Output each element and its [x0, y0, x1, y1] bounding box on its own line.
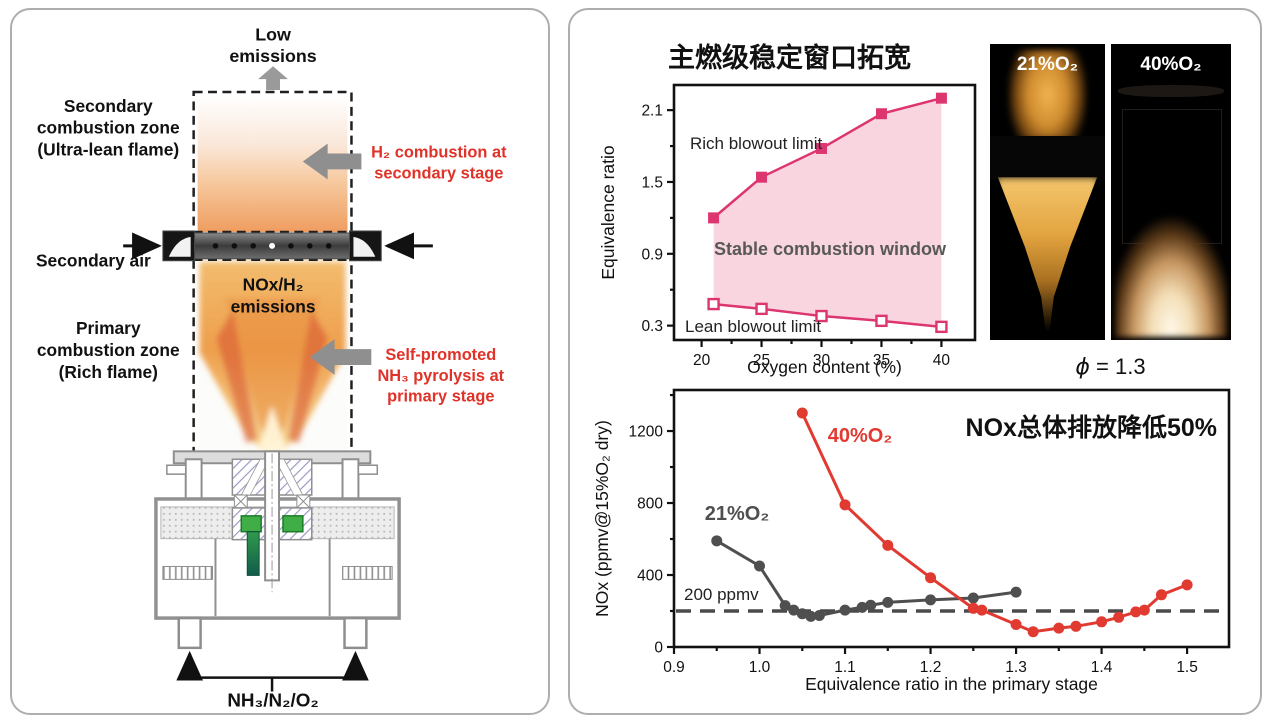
inlet-pipe-left — [177, 616, 202, 650]
phi-symbol: ϕ — [1075, 355, 1090, 380]
low-emissions-line1: Low — [255, 24, 291, 44]
burner-diagram: Low emissions NOx/H₂ emissions — [36, 24, 507, 710]
x-axis-label: Oxygen content (%) — [747, 357, 902, 377]
secondary-zone-line2: combustion zone — [37, 118, 180, 138]
secondary-zone-label: Secondary combustion zone (Ultra-lean fl… — [37, 96, 180, 160]
svg-text:30: 30 — [813, 352, 831, 369]
pyrolysis-line1: Self-promoted — [385, 346, 496, 364]
flame-21-injector-band — [990, 135, 1105, 181]
stable-window-label: Stable combustion window — [714, 239, 947, 259]
x-axis-label: Equivalence ratio in the primary stage — [805, 674, 1098, 694]
primary-zone-label: Primary combustion zone (Rich flame) — [37, 318, 180, 382]
inlet-bracket — [189, 676, 356, 692]
series-1 — [796, 407, 1193, 638]
secondary-zone-line1: Secondary — [64, 96, 153, 116]
svg-text:1.0: 1.0 — [749, 659, 771, 676]
equivalence-ratio-caption: ϕ = 1.3 — [990, 354, 1231, 380]
nox-emissions-line1: NOx/H₂ — [243, 275, 304, 295]
inlet-label: NH₃/N₂/O₂ — [227, 689, 318, 710]
svg-text:400: 400 — [637, 568, 663, 585]
flame-photo-40pct: 40%O₂ — [1111, 44, 1231, 340]
svg-text:1.3: 1.3 — [1005, 659, 1027, 676]
svg-text:1.2: 1.2 — [920, 659, 942, 676]
svg-text:1.1: 1.1 — [834, 659, 856, 676]
h2-annotation-line2: secondary stage — [374, 164, 503, 182]
svg-text:800: 800 — [637, 496, 663, 513]
svg-text:0: 0 — [654, 640, 663, 657]
axis-ticks — [667, 109, 943, 347]
series-0 — [708, 92, 947, 224]
y-axis-label: Equivalence ratio — [598, 145, 618, 279]
pyrolysis-line2: NH₃ pyrolysis at — [377, 367, 504, 385]
nox-emissions-chart: 0.9 1.0 1.1 1.2 1.3 1.4 1.5 0 400 800 1200 Equivale… — [592, 388, 1231, 694]
stability-chart-title: 主燃级稳定窗口拓宽 — [668, 43, 911, 73]
tick-labels: 20 25 30 35 40 0.3 0.9 1.5 2.1 — [641, 103, 950, 369]
svg-text:25: 25 — [753, 352, 770, 369]
svg-text:40: 40 — [933, 352, 951, 369]
series-0 — [711, 535, 1022, 622]
primary-zone-line1: Primary — [76, 318, 141, 338]
plot-frame — [672, 388, 1231, 649]
svg-text:1200: 1200 — [629, 424, 664, 441]
low-emissions-label: Low emissions — [229, 24, 316, 66]
green-injector-left — [240, 515, 262, 533]
burner-diagram-panel: Low emissions NOx/H₂ emissions — [10, 8, 550, 715]
h2-annotation-line1: H₂ combustion at — [371, 144, 507, 162]
secondary-zone-line3: (Ultra-lean flame) — [37, 140, 179, 160]
results-panel: 主燃级稳定窗口拓宽 20 25 30 35 40 0.3 0.9 1.5 2.1 Oxygen c… — [568, 8, 1262, 715]
svg-text:2.1: 2.1 — [641, 103, 663, 120]
lean-blowout-label: Lean blowout limit — [685, 317, 821, 336]
plot-frame — [672, 83, 977, 342]
tick-labels: 0.9 1.0 1.1 1.2 1.3 1.4 1.5 0 400 800 1200 — [629, 424, 1198, 676]
flame-40-top-structure — [1118, 85, 1224, 98]
primary-zone-line3: (Rich flame) — [59, 362, 158, 382]
nox-emissions-label: NOx/H₂ emissions — [231, 275, 316, 317]
nox-reduction-annotation: NOx总体排放降低50% — [966, 413, 1217, 442]
flame-photo-40pct-label: 40%O₂ — [1140, 54, 1202, 75]
flame-photo-21pct-label: 21%O₂ — [1016, 54, 1079, 75]
burner-hardware — [154, 450, 401, 650]
svg-text:20: 20 — [693, 352, 711, 369]
svg-text:0.9: 0.9 — [641, 246, 663, 263]
inlet-pipe-right — [343, 616, 368, 650]
rich-blowout-label: Rich blowout limit — [690, 134, 823, 153]
svg-text:1.4: 1.4 — [1091, 659, 1113, 676]
stability-window-chart: 20 25 30 35 40 0.3 0.9 1.5 2.1 Oxygen content (%)… — [598, 83, 977, 377]
ref-line-label: 200 ppmv — [684, 585, 759, 604]
low-emissions-line2: emissions — [229, 46, 316, 66]
pyrolysis-annotation-arrow-icon — [309, 339, 372, 375]
svg-text:1.5: 1.5 — [1176, 659, 1198, 676]
flame-40-bottom-glow — [1114, 209, 1228, 338]
secondary-air-injector — [162, 230, 382, 262]
pyrolysis-line3: primary stage — [387, 388, 494, 406]
axis-ticks — [667, 393, 1189, 654]
up-arrow-icon — [258, 66, 288, 91]
primary-flame — [199, 261, 346, 456]
series-1 — [707, 297, 948, 334]
phi-value: = 1.3 — [1089, 354, 1146, 379]
nox-emissions-line2: emissions — [231, 296, 316, 316]
green-injector-right — [282, 515, 304, 533]
flame-21-upper-glow — [1008, 49, 1087, 139]
h2-annotation-arrow-icon — [302, 143, 362, 180]
svg-text:1.5: 1.5 — [641, 174, 663, 191]
h2-annotation: H₂ combustion at secondary stage — [371, 144, 507, 183]
svg-text:0.9: 0.9 — [663, 659, 685, 676]
flame-photo-21pct: 21%O₂ — [990, 44, 1105, 340]
flame-21-lower-flame — [997, 177, 1098, 332]
primary-zone-line2: combustion zone — [37, 340, 180, 360]
pyrolysis-annotation: Self-promoted NH₃ pyrolysis at primary s… — [377, 346, 504, 406]
svg-text:35: 35 — [873, 352, 890, 369]
y-axis-label: NOx (ppmv@15%O₂ dry) — [592, 420, 612, 617]
series-label-21pct: 21%O₂ — [705, 503, 769, 525]
stable-window-area — [713, 98, 942, 327]
green-stem — [246, 531, 260, 576]
secondary-air-label: Secondary air — [36, 251, 151, 271]
series-label-40pct: 40%O₂ — [828, 425, 892, 447]
svg-text:0.3: 0.3 — [641, 318, 663, 335]
